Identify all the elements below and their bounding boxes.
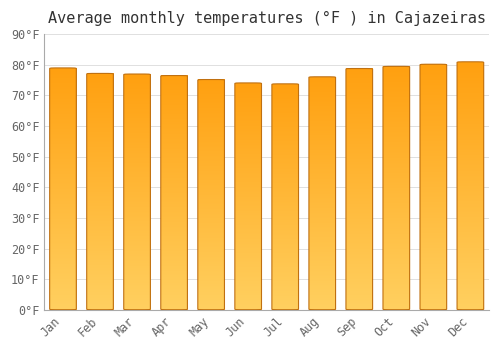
Title: Average monthly temperatures (°F ) in Cajazeiras: Average monthly temperatures (°F ) in Ca… <box>48 11 486 26</box>
